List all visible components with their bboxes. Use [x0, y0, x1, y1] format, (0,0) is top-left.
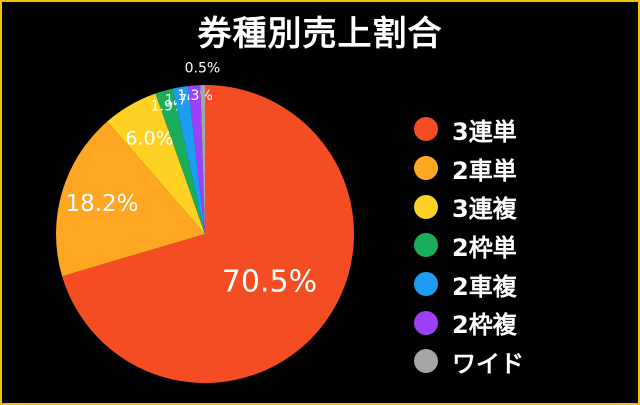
legend-label: 2枠単	[452, 233, 517, 262]
pie-slice-1	[62, 85, 354, 384]
legend-label: 2車複	[452, 272, 517, 301]
legend-swatch	[414, 117, 438, 142]
slice-value-label: 6.0%	[125, 128, 173, 150]
legend-swatch	[414, 349, 438, 374]
slice-value-label: 70.5%	[222, 265, 317, 300]
slice-value-label: 18.2%	[65, 191, 138, 217]
legend-item: 3連複	[414, 187, 524, 226]
pie-slice-2	[56, 121, 206, 277]
pie-slice-4	[155, 88, 205, 234]
legend: 3連単 2車単 3連複 2枠単 2車複 2枠複ワイド	[414, 110, 524, 381]
legend-item: 3連単	[414, 110, 524, 149]
legend-swatch	[414, 310, 438, 335]
chart-title: 券種別売上割合	[197, 14, 443, 54]
slice-value-label: 0.5%	[185, 61, 221, 77]
legend-item: 2車複	[414, 265, 524, 304]
pie-slice-6	[188, 85, 205, 235]
legend-label: 2枠複	[452, 311, 517, 340]
legend-swatch	[414, 233, 438, 258]
legend-swatch	[414, 156, 438, 181]
pie-slice-3	[107, 93, 205, 235]
legend-label: 3連単	[452, 117, 517, 146]
legend-label: ワイド	[452, 349, 524, 378]
legend-item: 2枠複	[414, 303, 524, 342]
pie-slice-5	[172, 85, 205, 234]
legend-item: 2枠単	[414, 226, 524, 265]
legend-item: ワイド	[414, 342, 524, 381]
slice-value-label: 1.3%	[177, 88, 213, 104]
legend-swatch	[414, 194, 438, 219]
legend-label: 3連複	[452, 195, 517, 224]
pie-slice-7	[200, 85, 205, 234]
legend-item: 2車単	[414, 149, 524, 188]
legend-swatch	[414, 272, 438, 297]
legend-label: 2車単	[452, 156, 517, 185]
